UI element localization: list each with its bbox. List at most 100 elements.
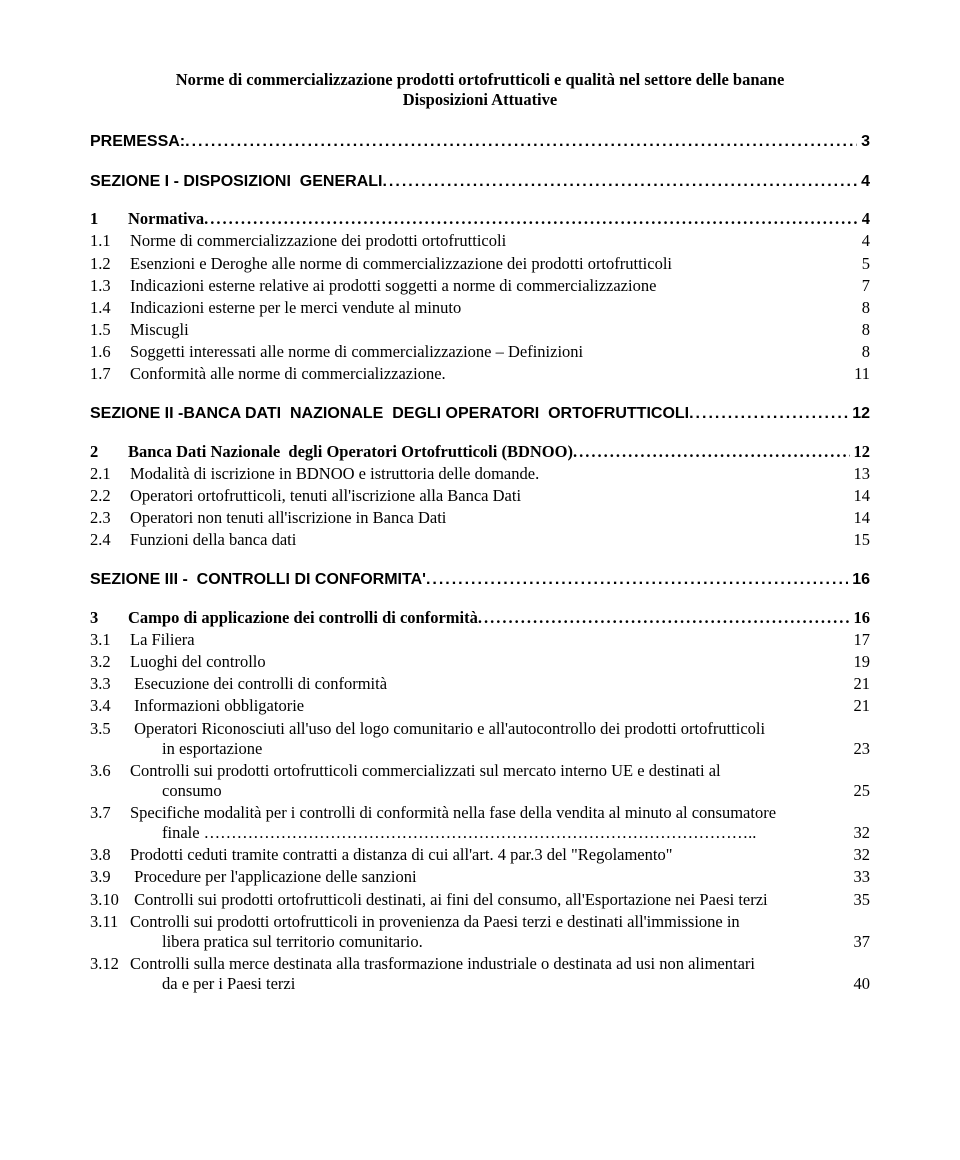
sec2-item: 2Banca Dati Nazionale degli Operatori Or… (90, 442, 870, 462)
toc-sub-num: 2.3 (90, 508, 130, 528)
toc-sub-page: 8 (858, 320, 870, 340)
toc-sub-text: Prodotti ceduti tramite contratti a dist… (130, 845, 672, 864)
toc-sub-cont-text: in esportazione (162, 739, 850, 759)
toc-sub-text: Operatori Riconosciuti all'uso del logo … (130, 719, 765, 738)
toc-sub-num: 3.4 (90, 696, 130, 716)
toc-sub-row: 1.5Miscugli 8 (90, 320, 870, 340)
dots-fill (573, 442, 850, 462)
toc-sub-num: 1.4 (90, 298, 130, 318)
toc-sub-num: 1.2 (90, 254, 130, 274)
section-1-heading-label: SEZIONE I - DISPOSIZIONI GENERALI (90, 172, 382, 192)
toc-sub-text: Specifiche modalità per i controlli di c… (130, 803, 776, 822)
toc-sub-text: Procedure per l'applicazione delle sanzi… (130, 867, 417, 886)
toc-sub-page: 11 (850, 364, 870, 384)
toc-sub-text: Norme di commercializzazione dei prodott… (130, 231, 506, 250)
premessa-row: PREMESSA: 3 (90, 132, 870, 152)
toc-sub-cont: libera pratica sul territorio comunitari… (90, 932, 870, 952)
dots-fill (689, 404, 848, 424)
toc-sub-num: 3.9 (90, 867, 130, 887)
toc-sub-row: 3.4 Informazioni obbligatorie21 (90, 696, 870, 716)
toc-sub-text: La Filiera (130, 630, 195, 649)
sec3-item-page: 16 (850, 608, 871, 628)
toc-sub-page: 14 (850, 486, 871, 506)
section-3-heading-label: SEZIONE III - CONTROLLI DI CONFORMITA' (90, 570, 426, 590)
toc-sub-page: 25 (850, 781, 871, 801)
sec1-item-page: 4 (858, 209, 870, 229)
toc-sub-row: 2.1Modalità di iscrizione in BDNOO e ist… (90, 464, 870, 484)
toc-sub-num: 3.2 (90, 652, 130, 672)
toc-sub-page: 21 (850, 674, 871, 694)
toc-sub-text: Esenzioni e Deroghe alle norme di commer… (130, 254, 672, 273)
toc-sub-text: Miscugli (130, 320, 189, 339)
toc-sub-page: 17 (850, 630, 871, 650)
toc-sub-page: 23 (850, 739, 871, 759)
sec3-item-label: Campo di applicazione dei controlli di c… (128, 608, 478, 627)
toc-sub-cont-text: da e per i Paesi terzi (162, 974, 850, 994)
toc-sub-row: 2.3Operatori non tenuti all'iscrizione i… (90, 508, 870, 528)
section-1-heading: SEZIONE I - DISPOSIZIONI GENERALI 4 (90, 172, 870, 192)
toc-sub-row: 3.10 Controlli sui prodotti ortofruttico… (90, 890, 870, 910)
toc-sub-text: Indicazioni esterne per le merci vendute… (130, 298, 461, 317)
toc-sub-row: 2.2Operatori ortofrutticoli, tenuti all'… (90, 486, 870, 506)
toc-sub-num: 3.8 (90, 845, 130, 865)
toc-sub-num: 2.1 (90, 464, 130, 484)
toc-sub-num: 1.6 (90, 342, 130, 362)
toc-sub-page: 32 (850, 845, 871, 865)
dots-fill (185, 132, 857, 152)
toc-sub-num: 1.7 (90, 364, 130, 384)
toc-sub-text: Operatori non tenuti all'iscrizione in B… (130, 508, 446, 527)
toc-sub-page: 33 (850, 867, 871, 887)
toc-sub-text: Funzioni della banca dati (130, 530, 296, 549)
toc-sub-num: 3.3 (90, 674, 130, 694)
toc-sub-page: 13 (850, 464, 871, 484)
toc-sub-text: Operatori ortofrutticoli, tenuti all'isc… (130, 486, 521, 505)
sec1-item: 1Normativa 4 (90, 209, 870, 229)
section-2-heading: SEZIONE II -BANCA DATI NAZIONALE DEGLI O… (90, 404, 870, 424)
toc-sub-page: 8 (858, 342, 870, 362)
toc-sub-num: 3.7 (90, 803, 130, 823)
toc-sub-row: 3.6Controlli sui prodotti ortofrutticoli… (90, 761, 870, 781)
toc-sub-cont-text: finale ………………………………………………………………………………………… (162, 823, 850, 843)
toc-sub-cont: finale ………………………………………………………………………………………… (90, 823, 870, 843)
sec1-item-num: 1 (90, 209, 128, 229)
toc-sub-text: Conformità alle norme di commercializzaz… (130, 364, 446, 383)
toc-sub-page: 7 (858, 276, 870, 296)
toc-sub-text: Esecuzione dei controlli di conformità (130, 674, 387, 693)
toc-sub-text: Informazioni obbligatorie (130, 696, 304, 715)
toc-sub-page: 32 (850, 823, 871, 843)
toc-sub-cont-text: consumo (162, 781, 850, 801)
toc-sub-page: 19 (850, 652, 871, 672)
premessa-page: 3 (857, 132, 870, 152)
sec3-item: 3Campo di applicazione dei controlli di … (90, 608, 870, 628)
toc-sub-num: 2.4 (90, 530, 130, 550)
dots-fill (382, 172, 857, 192)
toc-sub-num: 1.5 (90, 320, 130, 340)
doc-title-line1: Norme di commercializzazione prodotti or… (90, 70, 870, 90)
dots-fill (426, 570, 848, 590)
toc-sub-page: 40 (850, 974, 871, 994)
section-3-heading-page: 16 (848, 570, 870, 590)
toc-sub-text: Indicazioni esterne relative ai prodotti… (130, 276, 656, 295)
toc-sub-row: 3.2Luoghi del controllo 19 (90, 652, 870, 672)
toc-sub-page: 5 (858, 254, 870, 274)
toc-sub-row: 3.11Controlli sui prodotti ortofrutticol… (90, 912, 870, 932)
doc-title-line2: Disposizioni Attuative (90, 90, 870, 110)
toc-sub-page: 15 (850, 530, 871, 550)
premessa-label: PREMESSA: (90, 132, 185, 152)
toc-sub-num: 3.1 (90, 630, 130, 650)
toc-sub-text: Controlli sui prodotti ortofrutticoli in… (130, 912, 740, 931)
toc-sub-text: Luoghi del controllo (130, 652, 266, 671)
toc-sub-row: 3.5 Operatori Riconosciuti all'uso del l… (90, 719, 870, 739)
toc-sub-row: 1.3Indicazioni esterne relative ai prodo… (90, 276, 870, 296)
section-2-heading-page: 12 (848, 404, 870, 424)
toc-sub-text: Soggetti interessati alle norme di comme… (130, 342, 583, 361)
toc-sub-num: 1.3 (90, 276, 130, 296)
toc-sub-row: 3.8Prodotti ceduti tramite contratti a d… (90, 845, 870, 865)
toc-sub-row: 3.9 Procedure per l'applicazione delle s… (90, 867, 870, 887)
section-1-heading-page: 4 (857, 172, 870, 192)
toc-sub-num: 3.12 (90, 954, 130, 974)
toc-sub-num: 2.2 (90, 486, 130, 506)
toc-sub-cont: consumo25 (90, 781, 870, 801)
toc-sub-page: 4 (858, 231, 870, 251)
toc-sub-text: Controlli sui prodotti ortofrutticoli co… (130, 761, 721, 780)
